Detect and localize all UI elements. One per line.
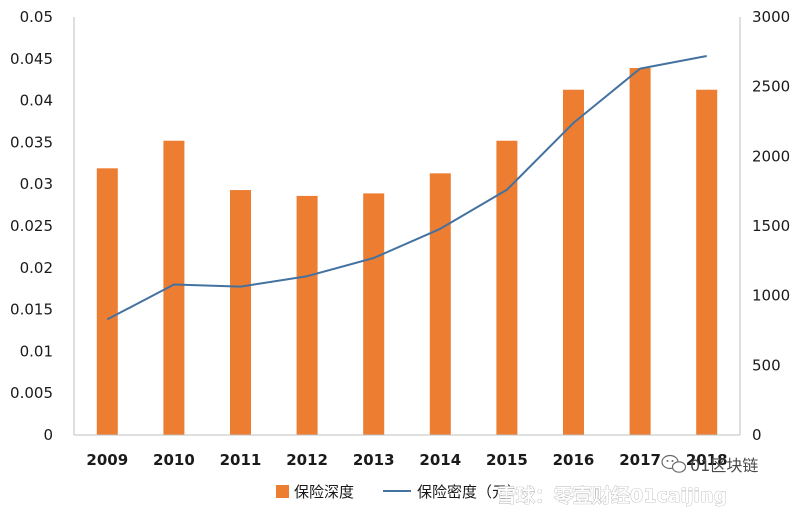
bar-2017 <box>629 67 651 435</box>
bar-2009 <box>96 168 118 436</box>
legend-label-line: 保险密度（元） <box>417 483 522 501</box>
left-tick-label: 0.04 <box>20 92 53 110</box>
density-line <box>106 55 707 321</box>
x-tick-label-2012: 2012 <box>286 451 328 469</box>
left-tick-label: 0 <box>43 426 53 444</box>
right-tick-label: 1000 <box>752 287 790 305</box>
watermark-main-text: 雪球：零壹财经01caijing <box>497 484 727 507</box>
x-tick-label-2015: 2015 <box>486 451 528 469</box>
right-tick-label: 3000 <box>752 8 790 26</box>
left-tick-label: 0.045 <box>10 50 53 68</box>
left-tick-label: 0.01 <box>20 342 53 360</box>
right-tick-label: 1500 <box>752 217 790 235</box>
left-tick-label: 0.02 <box>20 259 53 277</box>
bar-2016 <box>563 89 584 436</box>
bar-2015 <box>496 140 518 435</box>
x-tick-label-2018: 2018 <box>686 451 728 469</box>
watermark: 01区块链 雪球：零壹财经01caijing <box>497 454 758 507</box>
right-y-axis: 0 500 1000 1500 2000 2500 3000 <box>739 8 790 444</box>
right-tick-label: 2500 <box>752 78 790 96</box>
left-tick-label: 0.05 <box>20 8 53 26</box>
bar-2012 <box>296 195 318 435</box>
x-tick-label-2016: 2016 <box>553 451 595 469</box>
legend-label-bar: 保险深度 <box>294 483 354 501</box>
left-tick-label: 0.025 <box>10 217 53 235</box>
bar-2014 <box>429 173 451 435</box>
x-tick-label-2013: 2013 <box>353 451 395 469</box>
x-tick-label-2009: 2009 <box>86 451 128 469</box>
bar-2013 <box>363 193 385 435</box>
left-tick-label: 0.035 <box>10 133 53 151</box>
right-tick-label: 2000 <box>752 147 790 165</box>
line-series-insurance-density <box>106 55 707 321</box>
x-tick-label-2010: 2010 <box>153 451 195 469</box>
x-tick-label-2017: 2017 <box>619 451 661 469</box>
bar-series-insurance-depth <box>96 67 718 436</box>
bar-2010 <box>163 140 185 435</box>
x-tick-label-2011: 2011 <box>220 451 262 469</box>
bar-2018 <box>696 89 718 436</box>
x-axis: 2009 2010 2011 2012 2013 2014 2015 2016 2017 2018 <box>74 434 740 469</box>
watermark-side-text: 01区块链 <box>690 456 758 475</box>
wechat-icon <box>661 454 687 473</box>
legend: 保险深度 保险密度（元） <box>276 483 522 501</box>
left-tick-label: 0.015 <box>10 301 53 319</box>
x-tick-label-2014: 2014 <box>419 451 461 469</box>
bar-2011 <box>230 190 251 435</box>
left-tick-label: 0.005 <box>10 384 53 402</box>
legend-swatch-bar <box>276 485 289 498</box>
left-tick-label: 0.03 <box>20 175 53 193</box>
left-y-axis: 0 0.005 0.01 0.015 0.02 0.025 0.03 0.035 0.04 0.0… <box>10 8 75 444</box>
right-tick-label: 0 <box>752 426 762 444</box>
right-tick-label: 500 <box>752 356 781 374</box>
